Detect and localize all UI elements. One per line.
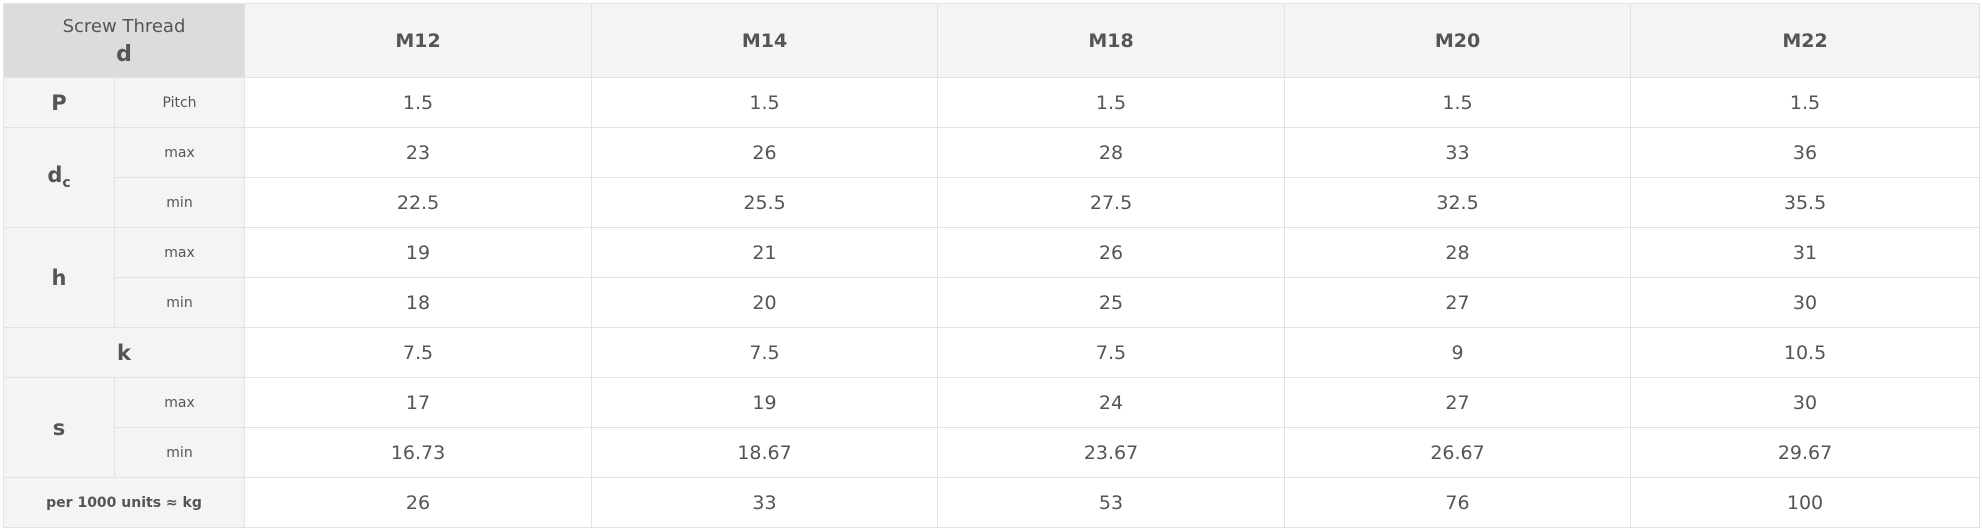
value-cell: 1.5 <box>244 77 593 128</box>
screw-thread-spec-table: Screw Thread d M12 M14 M18 M20 M22 P Pit… <box>2 3 1981 528</box>
value-cell: 16.73 <box>244 427 593 478</box>
value-cell: 9 <box>1284 327 1632 378</box>
value-cell: 7.5 <box>937 327 1286 378</box>
symbol-dc: dc <box>3 127 115 228</box>
value-cell: 7.5 <box>591 327 939 378</box>
value-cell: 32.5 <box>1284 177 1632 228</box>
value-cell: 1.5 <box>937 77 1286 128</box>
size-header-m18: M18 <box>937 3 1286 78</box>
value-cell: 24 <box>937 377 1286 428</box>
value-cell: 33 <box>1284 127 1632 178</box>
size-header-m22: M22 <box>1630 3 1981 78</box>
value-cell: 18.67 <box>591 427 939 478</box>
value-cell: 27.5 <box>937 177 1286 228</box>
sub-label-max: max <box>113 127 246 178</box>
sub-label-min: min <box>113 427 246 478</box>
symbol-dc-main: d <box>47 163 63 188</box>
sub-label-max: max <box>113 377 246 428</box>
value-cell: 26 <box>937 227 1286 278</box>
table-row-k: k 7.5 7.5 7.5 9 10.5 <box>2 327 1981 378</box>
value-cell: 30 <box>1630 377 1981 428</box>
value-cell: 53 <box>937 477 1286 528</box>
value-cell: 27 <box>1284 277 1632 328</box>
value-cell: 36 <box>1630 127 1981 178</box>
table-row-pitch: P Pitch 1.5 1.5 1.5 1.5 1.5 <box>3 77 1981 128</box>
size-header-m20: M20 <box>1284 3 1632 78</box>
symbol-k: k <box>2 327 246 378</box>
value-cell: 20 <box>591 277 939 328</box>
size-header-m14: M14 <box>591 3 939 78</box>
table-row-s-min: min 16.73 18.67 23.67 26.67 29.67 <box>4 427 1981 478</box>
sub-label-min: min <box>113 277 246 328</box>
value-cell: 27 <box>1284 377 1632 428</box>
value-cell: 23 <box>244 127 593 178</box>
value-cell: 7.5 <box>244 327 593 378</box>
value-cell: 1.5 <box>1284 77 1632 128</box>
value-cell: 1.5 <box>591 77 939 128</box>
value-cell: 28 <box>937 127 1286 178</box>
value-cell: 23.67 <box>937 427 1286 478</box>
value-cell: 29.67 <box>1630 427 1981 478</box>
table-row-h-max: h max 19 21 26 28 31 <box>3 227 1981 328</box>
size-header-m12: M12 <box>244 3 593 78</box>
screw-thread-header: Screw Thread d <box>2 3 246 78</box>
table-row-h-min: min 18 20 25 27 30 <box>4 277 1981 328</box>
value-cell: 76 <box>1284 477 1632 528</box>
value-cell: 28 <box>1284 227 1632 278</box>
symbol-p: P <box>3 77 115 128</box>
value-cell: 25 <box>937 277 1286 328</box>
value-cell: 22.5 <box>244 177 593 228</box>
sub-label-pitch: Pitch <box>113 77 246 128</box>
symbol-h: h <box>3 227 115 328</box>
value-cell: 19 <box>244 227 593 278</box>
value-cell: 1.5 <box>1630 77 1981 128</box>
value-cell: 35.5 <box>1630 177 1981 228</box>
value-cell: 30 <box>1630 277 1981 328</box>
screw-thread-label: Screw Thread <box>62 15 186 37</box>
value-cell: 21 <box>591 227 939 278</box>
value-cell: 26 <box>591 127 939 178</box>
value-cell: 25.5 <box>591 177 939 228</box>
value-cell: 26 <box>244 477 593 528</box>
sub-label-max: max <box>113 227 246 278</box>
value-cell: 10.5 <box>1630 327 1981 378</box>
table-row-dc-max: dc max 23 26 28 33 36 <box>3 127 1981 228</box>
value-cell: 17 <box>244 377 593 428</box>
sub-label-min: min <box>113 177 246 228</box>
value-cell: 100 <box>1630 477 1981 528</box>
symbol-dc-subscript: c <box>62 175 71 192</box>
header-row: Screw Thread d M12 M14 M18 M20 M22 <box>2 3 1981 78</box>
weight-label: per 1000 units ≈ kg <box>2 477 246 528</box>
table-row-s-max: s max 17 19 24 27 30 <box>3 377 1981 478</box>
value-cell: 19 <box>591 377 939 428</box>
table-row-dc-min: min 22.5 25.5 27.5 32.5 35.5 <box>4 177 1981 228</box>
value-cell: 33 <box>591 477 939 528</box>
value-cell: 31 <box>1630 227 1981 278</box>
table-row-weight: per 1000 units ≈ kg 26 33 53 76 100 <box>2 477 1981 528</box>
thread-symbol-d: d <box>116 41 132 67</box>
value-cell: 18 <box>244 277 593 328</box>
value-cell: 26.67 <box>1284 427 1632 478</box>
symbol-s: s <box>3 377 115 478</box>
